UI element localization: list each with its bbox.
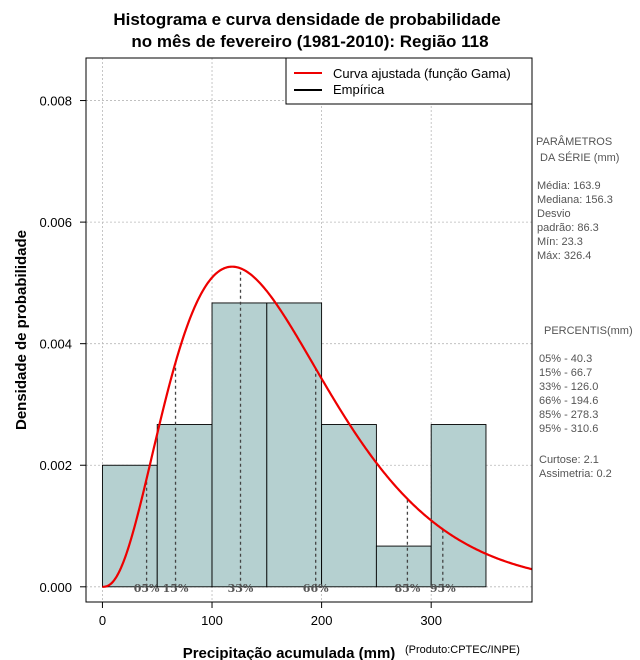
stat-kurtosis: Curtose: 2.1 bbox=[539, 454, 599, 466]
percentil-05: 05% - 40.3 bbox=[539, 353, 592, 365]
percentile-label: 15% bbox=[163, 582, 189, 595]
histogram-bar bbox=[101, 464, 158, 588]
legend-empirical-label: Empírica bbox=[333, 82, 385, 97]
gamma-curve-group bbox=[102, 265, 533, 588]
y-tick-label: 0.008 bbox=[39, 94, 72, 109]
histogram-bar bbox=[321, 424, 377, 588]
params-title-line1: PARÂMETROS bbox=[536, 135, 612, 148]
histogram-bars bbox=[101, 302, 487, 588]
percentil-66: 66% - 194.6 bbox=[539, 395, 598, 407]
percentile-label: 05% bbox=[134, 582, 160, 595]
histogram-bar bbox=[430, 424, 487, 588]
percentil-95: 95% - 310.6 bbox=[539, 423, 598, 435]
histogram-bar bbox=[211, 302, 268, 588]
chart-title-line1: Histograma e curva densidade de probabil… bbox=[113, 10, 500, 29]
y-tick-label: 0.004 bbox=[39, 337, 72, 352]
x-tick-label: 300 bbox=[420, 613, 442, 628]
credit-text: (Produto:CPTEC/INPE) bbox=[405, 644, 520, 656]
percentile-label: 95% bbox=[430, 582, 456, 595]
stat-mean: Média: 163.9 bbox=[537, 180, 601, 192]
percentile-label: 66% bbox=[303, 582, 329, 595]
series-parameters-panel: PARÂMETROS DA SÉRIE (mm) Média: 163.9 Me… bbox=[536, 135, 633, 480]
histogram-bar bbox=[375, 545, 432, 588]
stat-median: Mediana: 156.3 bbox=[537, 194, 613, 206]
x-tick-label: 100 bbox=[201, 613, 223, 628]
x-tick-label: 0 bbox=[99, 613, 106, 628]
stat-skewness: Assimetria: 0.2 bbox=[539, 468, 612, 480]
y-tick-label: 0.002 bbox=[39, 458, 72, 473]
x-tick-label: 200 bbox=[311, 613, 333, 628]
y-axis: 0.000 0.002 0.004 0.006 0.008 bbox=[39, 94, 86, 595]
gamma-fit-curve bbox=[102, 265, 533, 588]
params-title-line2: DA SÉRIE (mm) bbox=[540, 151, 619, 164]
histogram-bar bbox=[266, 302, 323, 588]
y-axis-label: Densidade de probabilidade bbox=[13, 230, 30, 430]
legend: Curva ajustada (função Gama) Empírica bbox=[285, 57, 533, 105]
legend-curve-label: Curva ajustada (função Gama) bbox=[333, 66, 511, 81]
x-axis-label: Precipitação acumulada (mm) bbox=[183, 645, 396, 660]
stat-stddev-label: Desvio bbox=[537, 208, 571, 220]
chart-title-line2: no mês de fevereiro (1981-2010): Região … bbox=[131, 32, 488, 51]
legend-box bbox=[285, 57, 533, 105]
stat-stddev: padrão: 86.3 bbox=[537, 222, 599, 234]
x-axis: 0 100 200 300 bbox=[99, 602, 442, 628]
percentis-title: PERCENTIS(mm) bbox=[544, 325, 633, 337]
percentil-15: 15% - 66.7 bbox=[539, 367, 592, 379]
y-tick-label: 0.006 bbox=[39, 215, 72, 230]
stat-max: Máx: 326.4 bbox=[537, 250, 591, 262]
percentile-lines: 05% 15% 33% 66% 85% 95% bbox=[134, 268, 456, 595]
percentile-label: 85% bbox=[395, 582, 421, 595]
percentil-33: 33% - 126.0 bbox=[539, 381, 598, 393]
percentile-label: 33% bbox=[228, 582, 254, 595]
histogram-bar bbox=[156, 424, 213, 588]
percentil-85: 85% - 278.3 bbox=[539, 409, 598, 421]
y-tick-label: 0.000 bbox=[39, 580, 72, 595]
stat-min: Mín: 23.3 bbox=[537, 236, 583, 248]
